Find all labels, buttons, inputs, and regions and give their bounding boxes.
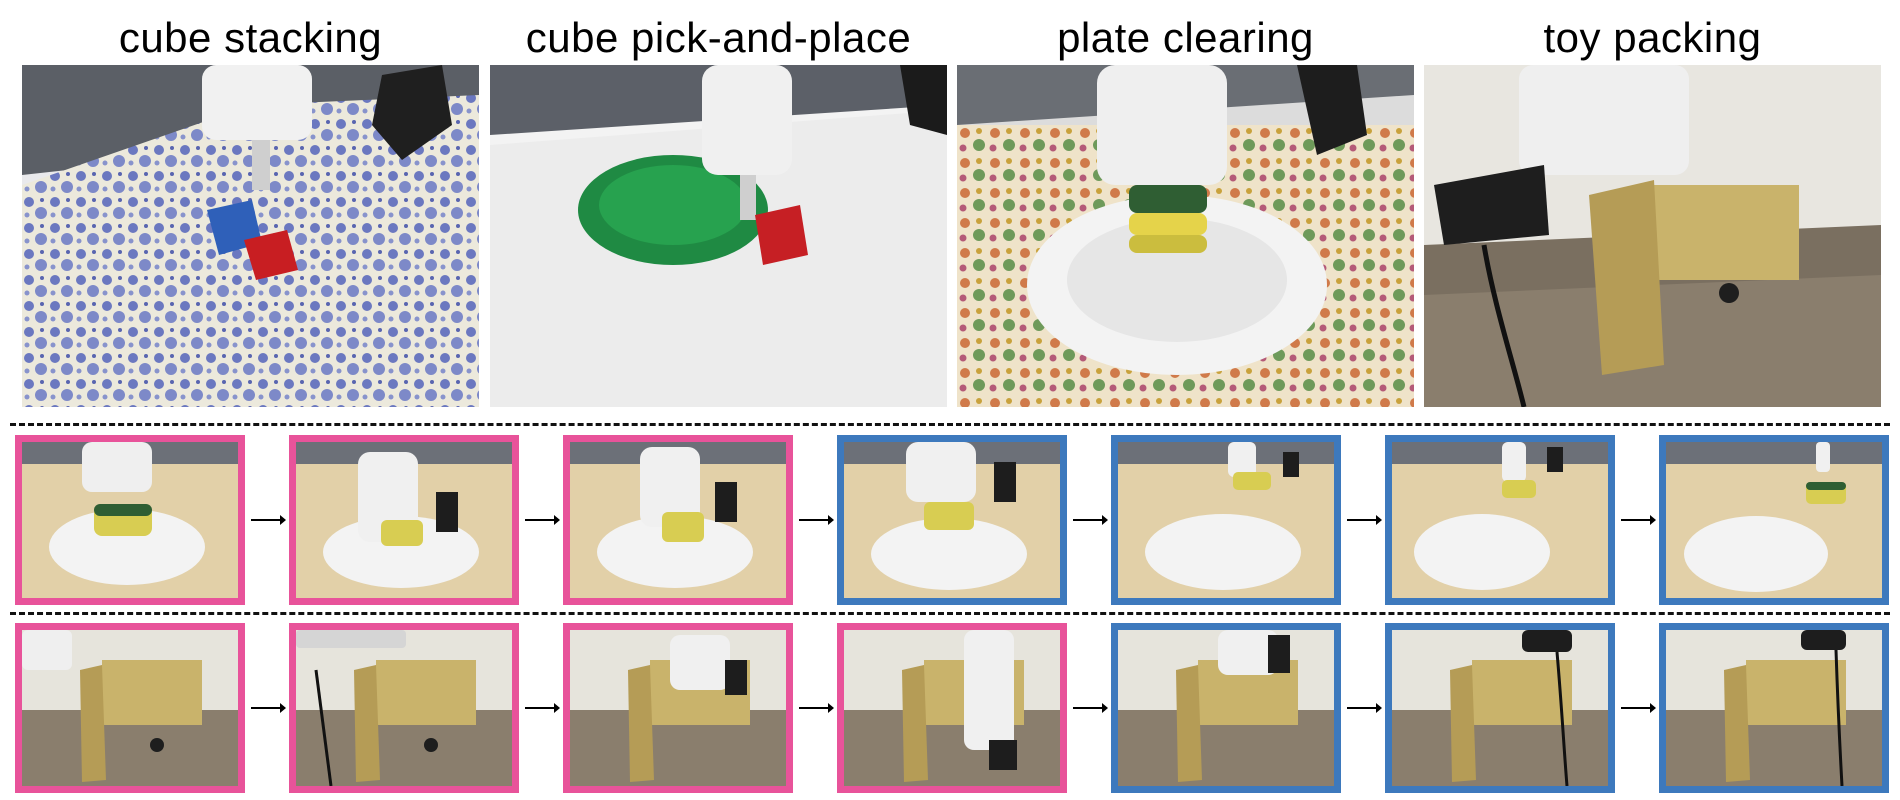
task-title-plate-clearing: plate clearing (1057, 14, 1314, 61)
sequence-arrow-icon (251, 703, 286, 713)
toy-packing-frame-2 (289, 623, 519, 793)
plate-clearing-frame-2 (289, 435, 519, 605)
row-divider-middle (10, 612, 1890, 615)
task-title-toy-packing: toy packing (1543, 14, 1762, 61)
plate-clearing-frame-4 (837, 435, 1067, 605)
sequence-arrow-icon (1621, 515, 1656, 525)
sequence-arrow-icon (525, 703, 560, 713)
task-title-cube-stacking: cube stacking (118, 14, 383, 61)
toy-packing-frame-1 (15, 623, 245, 793)
plate-clearing-frame-5 (1111, 435, 1341, 605)
row-divider-top (10, 423, 1890, 426)
toy-packing-frame-5 (1111, 623, 1341, 793)
toy-packing-frame-7 (1659, 623, 1889, 793)
toy-packing-frame-6 (1385, 623, 1615, 793)
cube-pick-and-place-photo (490, 65, 947, 407)
sequence-arrow-icon (799, 515, 834, 525)
sequence-arrow-icon (525, 515, 560, 525)
sequence-arrow-icon (1073, 515, 1108, 525)
toy-packing-frame-3 (563, 623, 793, 793)
plate-clearing-frame-6 (1385, 435, 1615, 605)
plate-clearing-frame-3 (563, 435, 793, 605)
toy-packing-photo (1424, 65, 1881, 407)
sequence-arrow-icon (1347, 703, 1382, 713)
plate-clearing-frame-7 (1659, 435, 1889, 605)
plate-clearing-frame-1 (15, 435, 245, 605)
plate-clearing-photo (957, 65, 1414, 407)
toy-packing-frame-4 (837, 623, 1067, 793)
sequence-arrow-icon (799, 703, 834, 713)
sequence-arrow-icon (1621, 703, 1656, 713)
task-title-cube-pick-and-place: cube pick-and-place (525, 14, 912, 61)
sequence-arrow-icon (1347, 515, 1382, 525)
sequence-arrow-icon (251, 515, 286, 525)
cube-stacking-photo (22, 65, 479, 407)
sequence-arrow-icon (1073, 703, 1108, 713)
